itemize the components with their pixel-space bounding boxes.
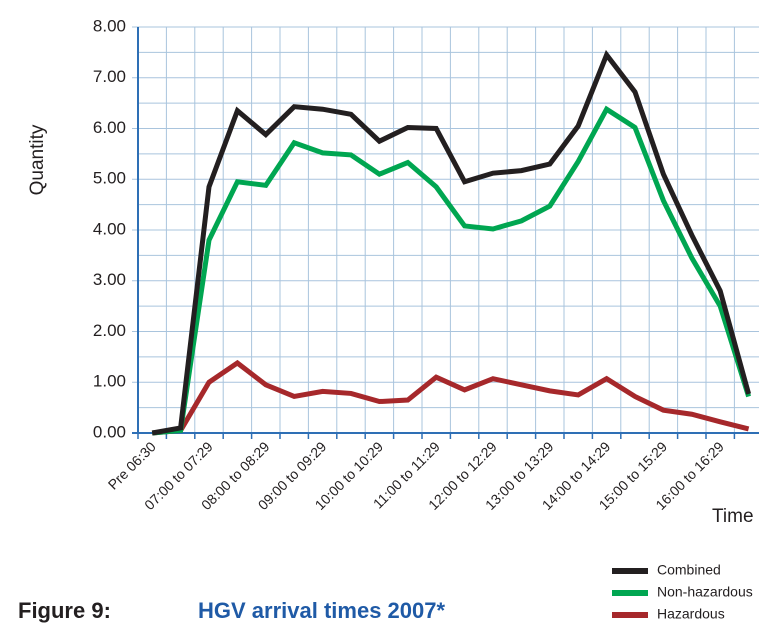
y-tick-label: 4.00 xyxy=(93,219,126,238)
y-tick-label: 6.00 xyxy=(93,118,126,137)
line-series xyxy=(151,49,752,436)
line-series xyxy=(151,105,751,436)
y-tick-label: 7.00 xyxy=(93,67,126,86)
legend-label: Hazardous xyxy=(657,606,725,622)
chart-title: HGV arrival times 2007* xyxy=(198,598,445,623)
y-tick-label: 8.00 xyxy=(93,16,126,35)
y-tick-label: 0.00 xyxy=(93,422,126,441)
y-tick-label: 2.00 xyxy=(93,321,126,340)
line-series xyxy=(151,359,750,436)
x-axis-label: Time xyxy=(712,506,754,527)
legend-label: Non-hazardous xyxy=(657,584,753,600)
x-tick-label: Pre 06:30 xyxy=(105,438,159,492)
legend-label: Combined xyxy=(657,562,721,578)
y-axis-label: Quantity xyxy=(27,124,48,195)
y-tick-label: 3.00 xyxy=(93,270,126,289)
figure-label: Figure 9: xyxy=(18,598,111,623)
y-tick-label: 1.00 xyxy=(93,372,126,391)
y-tick-label: 5.00 xyxy=(93,169,126,188)
